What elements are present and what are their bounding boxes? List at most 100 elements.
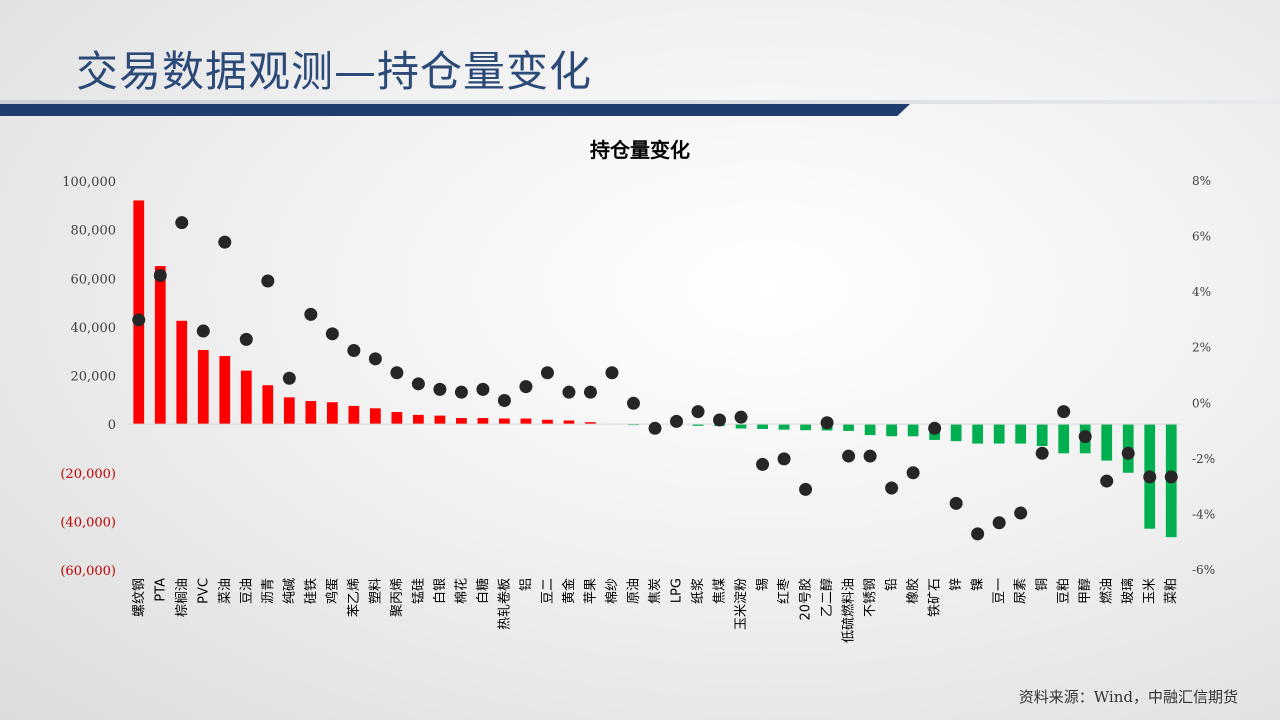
right-tick-label: -2% bbox=[1192, 452, 1215, 466]
category-label: 锡 bbox=[756, 578, 771, 591]
dot-point bbox=[304, 307, 318, 321]
category-label: 焦炭 bbox=[648, 578, 663, 604]
bar bbox=[499, 418, 510, 425]
dot-point bbox=[648, 421, 662, 435]
left-tick-label: (60,000) bbox=[60, 564, 116, 579]
dot-point bbox=[863, 449, 877, 463]
dot-point bbox=[175, 216, 189, 230]
dot-point bbox=[1143, 470, 1157, 484]
dot-point bbox=[433, 382, 447, 396]
category-label: 硅铁 bbox=[304, 578, 319, 604]
category-labels: 螺纹钢 PTA 棕榈油 PVC 菜油 豆油 沥青 纯碱 硅铁 鸡蛋 苯乙烯 塑料 聚丙烯 锰硅 白银 棉花 白糖… bbox=[132, 578, 1179, 643]
category-label: 沥青 bbox=[261, 578, 276, 604]
chart-title: 持仓量变化 bbox=[590, 138, 690, 162]
category-label: 镍 bbox=[971, 578, 986, 591]
bar bbox=[219, 356, 231, 425]
dot-point bbox=[1100, 474, 1114, 488]
bar bbox=[305, 401, 317, 425]
dot-point bbox=[605, 366, 619, 380]
category-label: 鸡蛋 bbox=[324, 578, 340, 604]
category-label: 玉米淀粉 bbox=[734, 578, 749, 630]
bar bbox=[283, 397, 295, 425]
dot-point bbox=[153, 268, 167, 282]
dot-point bbox=[949, 496, 963, 510]
dot-point bbox=[347, 343, 361, 357]
dot-point bbox=[1014, 506, 1028, 520]
bar bbox=[972, 424, 984, 444]
dot-point bbox=[476, 382, 490, 396]
dot-point bbox=[756, 457, 770, 471]
category-label: 白银 bbox=[432, 578, 448, 604]
bar bbox=[477, 418, 489, 425]
category-label: 低硫燃料油 bbox=[841, 578, 857, 643]
dot-point bbox=[713, 413, 727, 427]
dot-point bbox=[261, 274, 275, 288]
bar bbox=[176, 320, 188, 425]
bar bbox=[864, 424, 876, 436]
dot-point bbox=[691, 405, 705, 419]
bar bbox=[197, 349, 209, 425]
dot-series bbox=[132, 216, 1178, 541]
bar bbox=[1015, 424, 1027, 444]
category-label: 豆一 bbox=[992, 578, 1007, 604]
right-tick-label: 2% bbox=[1192, 341, 1211, 355]
dot-point bbox=[1035, 446, 1049, 460]
category-label: 铝 bbox=[519, 578, 534, 591]
bar bbox=[585, 422, 596, 425]
title-underline-grey bbox=[0, 100, 1280, 104]
bar bbox=[240, 370, 252, 425]
dot-point bbox=[368, 352, 382, 366]
left-tick-label: 0 bbox=[108, 418, 116, 433]
category-label: 锌 bbox=[949, 578, 964, 591]
category-label: 黄金 bbox=[561, 578, 577, 604]
bar bbox=[262, 385, 274, 425]
category-label: 豆油 bbox=[239, 578, 254, 604]
source-note: 资料来源：Wind，中融汇信期货 bbox=[1018, 688, 1238, 706]
bar bbox=[993, 424, 1005, 444]
left-tick-label: 60,000 bbox=[71, 272, 117, 287]
category-label: 聚丙烯 bbox=[390, 578, 405, 617]
category-label: 棕榈油 bbox=[175, 578, 190, 617]
category-label: 焦煤 bbox=[713, 578, 728, 604]
bar bbox=[542, 419, 553, 425]
slide-title: 交易数据观测—持仓量变化 bbox=[76, 47, 593, 96]
dot-point bbox=[325, 327, 339, 341]
category-label: 棉纱 bbox=[605, 578, 620, 604]
bar bbox=[735, 424, 747, 429]
bar bbox=[563, 420, 575, 425]
bar bbox=[950, 424, 962, 442]
category-label: 纸浆 bbox=[691, 578, 706, 604]
category-label: 玻璃 bbox=[1121, 578, 1136, 604]
dot-point bbox=[282, 371, 296, 385]
bar bbox=[843, 424, 854, 431]
bar bbox=[800, 424, 811, 431]
bar bbox=[520, 418, 532, 425]
dot-point bbox=[583, 385, 597, 399]
right-tick-label: -4% bbox=[1192, 507, 1215, 521]
category-label: 纯碱 bbox=[282, 578, 297, 604]
dot-point bbox=[239, 332, 253, 346]
dot-point bbox=[390, 366, 404, 380]
category-label: 塑料 bbox=[368, 578, 383, 604]
bar bbox=[326, 402, 338, 425]
bar bbox=[1036, 424, 1048, 447]
bar bbox=[391, 411, 403, 425]
dot-point bbox=[196, 324, 210, 338]
category-label: 20号胶 bbox=[798, 578, 814, 621]
bar bbox=[1101, 424, 1113, 461]
bar bbox=[154, 266, 166, 425]
category-label: 铁矿石 bbox=[928, 578, 943, 617]
bar bbox=[348, 405, 360, 425]
dot-point bbox=[799, 482, 813, 496]
dot-point bbox=[562, 385, 576, 399]
category-label: 不锈钢 bbox=[863, 578, 878, 617]
category-label: 铅 bbox=[885, 578, 900, 591]
right-tick-label: -6% bbox=[1192, 563, 1215, 577]
dot-point bbox=[626, 396, 640, 410]
category-label: 苯乙烯 bbox=[347, 578, 362, 617]
dot-point bbox=[1121, 446, 1135, 460]
dot-point bbox=[842, 449, 856, 463]
right-axis: 8% 6% 4% 2% 0% -2% -4% -6% bbox=[1192, 174, 1215, 577]
category-label: 橡胶 bbox=[905, 578, 921, 604]
